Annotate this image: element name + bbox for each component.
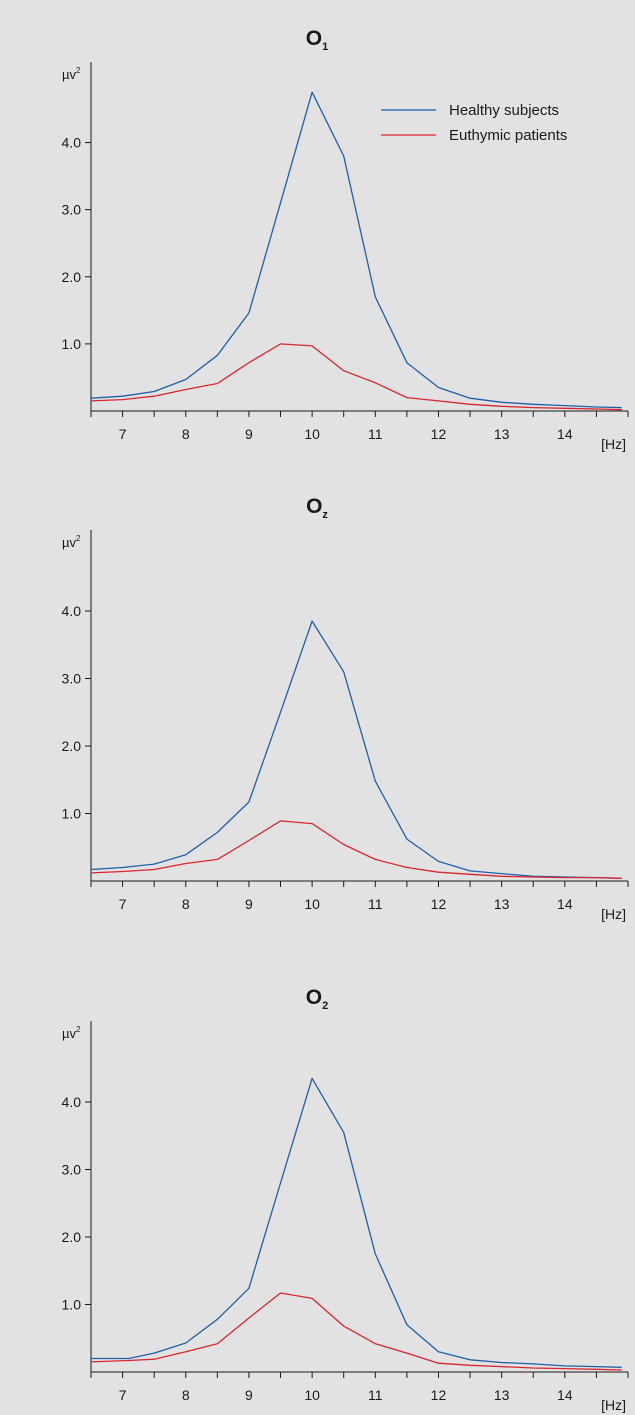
x-tick-label: 7: [119, 896, 127, 912]
x-tick-label: 9: [245, 426, 253, 442]
y-tick-label: 4.0: [62, 603, 82, 619]
chart-title-subscript: 2: [322, 1000, 328, 1012]
x-tick-label: 12: [431, 896, 447, 912]
x-tick-label: 10: [304, 896, 320, 912]
y-tick-label: 3.0: [62, 1162, 82, 1178]
y-tick-label: 2.0: [62, 1229, 82, 1245]
x-tick-label: 8: [182, 426, 190, 442]
x-tick-label: 13: [494, 1387, 510, 1403]
x-tick-label: 10: [304, 426, 320, 442]
chart-title: Oz: [306, 495, 328, 521]
chart-title-main: O: [306, 986, 322, 1009]
chart-panel-2: Oz µv2 1.0 2.0 3.0 4.0 7 8 9 10 11 12 13 14 [Hz]: [62, 495, 629, 922]
x-axis-label: [Hz]: [601, 906, 626, 922]
y-tick-label: 3.0: [62, 671, 82, 687]
legend: Healthy subjects Euthymic patients: [381, 102, 567, 144]
x-tick-label: 14: [557, 1387, 573, 1403]
x-axis-label: [Hz]: [601, 1397, 626, 1413]
y-axis-label: µv2: [62, 534, 81, 550]
y-tick-label: 2.0: [62, 269, 82, 285]
x-tick-label: 7: [119, 426, 127, 442]
x-axis-label: [Hz]: [601, 436, 626, 452]
series-line-healthy-subjects: [90, 91, 622, 409]
y-tick-label: 1.0: [62, 806, 82, 822]
chart-title-main: O: [306, 27, 322, 50]
x-tick-label: 11: [368, 896, 383, 912]
x-tick-label: 14: [557, 426, 573, 442]
y-tick-label: 4.0: [62, 135, 82, 151]
chart-title: O2: [306, 986, 328, 1012]
x-tick-label: 12: [431, 426, 447, 442]
chart-title-main: O: [306, 495, 322, 518]
x-tick-label: 12: [431, 1387, 447, 1403]
x-tick-label: 9: [245, 896, 253, 912]
y-axis-label-superscript: 2: [76, 66, 81, 75]
y-axis-label-main: µv: [62, 1026, 76, 1041]
x-tick-label: 11: [368, 1387, 383, 1403]
x-tick-label: 9: [245, 1387, 253, 1403]
series-line-euthymic-patients: [90, 820, 622, 879]
y-tick-label: 1.0: [62, 1297, 82, 1313]
series-line-healthy-subjects: [91, 1077, 622, 1368]
x-tick-label: 8: [182, 896, 190, 912]
x-tick-label: 8: [182, 1387, 190, 1403]
series-line-euthymic-patients: [90, 343, 622, 411]
series-line-euthymic-patients: [90, 1292, 622, 1371]
y-tick-label: 3.0: [62, 202, 82, 218]
y-axis-label-superscript: 2: [76, 1025, 81, 1034]
legend-label: Euthymic patients: [449, 127, 567, 144]
y-axis-label-main: µv: [62, 67, 76, 82]
x-tick-label: 10: [304, 1387, 320, 1403]
x-tick-label: 14: [557, 896, 573, 912]
y-tick-label: 1.0: [62, 336, 82, 352]
series-line-healthy-subjects: [90, 620, 622, 879]
x-tick-label: 11: [368, 426, 383, 442]
y-axis-label: µv2: [62, 66, 81, 82]
y-axis-label: µv2: [62, 1025, 81, 1041]
x-tick-label: 13: [494, 426, 510, 442]
y-tick-label: 4.0: [62, 1094, 82, 1110]
chart-title: O1: [306, 27, 328, 53]
y-tick-label: 2.0: [62, 738, 82, 754]
x-tick-label: 7: [119, 1387, 127, 1403]
y-axis-label-main: µv: [62, 535, 76, 550]
y-axis-label-superscript: 2: [76, 534, 81, 543]
chart-title-subscript: 1: [322, 41, 328, 53]
x-tick-label: 13: [494, 896, 510, 912]
chart-title-subscript: z: [322, 509, 328, 521]
legend-label: Healthy subjects: [449, 102, 559, 119]
